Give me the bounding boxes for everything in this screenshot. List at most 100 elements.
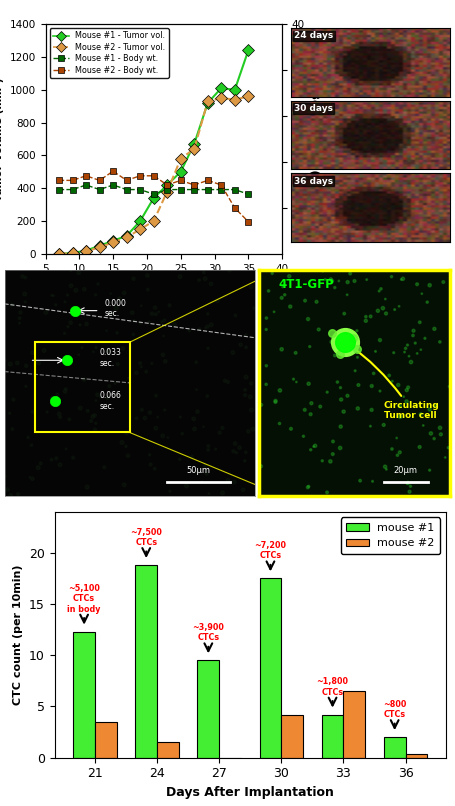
Point <box>9 422 16 435</box>
Point <box>388 270 395 283</box>
Point <box>319 264 327 276</box>
Point <box>281 289 288 301</box>
Point <box>354 402 361 415</box>
Point <box>66 413 73 426</box>
Point <box>130 272 137 285</box>
Point <box>324 386 331 399</box>
Text: 0.066
sec.: 0.066 sec. <box>100 391 121 410</box>
Point <box>356 474 364 487</box>
Point <box>200 266 207 279</box>
Point <box>232 309 239 322</box>
Point <box>147 406 154 419</box>
Point <box>249 422 257 435</box>
Point <box>416 316 424 329</box>
Point <box>152 308 160 321</box>
Point <box>268 267 276 280</box>
Bar <box>405 754 427 758</box>
Point <box>278 292 285 305</box>
Point <box>107 287 114 300</box>
Bar <box>384 737 405 758</box>
Point <box>161 314 168 326</box>
Point <box>116 292 123 305</box>
Point <box>370 367 377 380</box>
Text: 50μm: 50μm <box>187 466 211 475</box>
Point <box>212 442 219 455</box>
Point <box>414 347 421 359</box>
Point <box>10 393 17 406</box>
Point <box>137 360 145 373</box>
Point <box>381 460 389 473</box>
Point <box>226 264 233 276</box>
Point <box>105 344 112 357</box>
Point <box>42 306 50 319</box>
Point <box>241 455 248 467</box>
Point <box>40 344 48 357</box>
Bar <box>281 715 303 758</box>
Point <box>380 418 387 431</box>
Point <box>125 372 132 384</box>
Point <box>202 322 209 334</box>
Point <box>417 408 425 421</box>
Point <box>67 264 75 277</box>
Point <box>204 307 212 320</box>
Point <box>124 449 131 462</box>
Point <box>362 314 369 327</box>
Point <box>64 354 71 367</box>
Point <box>28 438 35 451</box>
Text: ~5,100
CTCs
in body: ~5,100 CTCs in body <box>67 584 101 613</box>
Point <box>81 283 88 296</box>
Point <box>17 306 24 319</box>
Text: ~3,900
CTCs: ~3,900 CTCs <box>192 623 224 642</box>
Point <box>224 474 232 487</box>
Point <box>196 274 203 287</box>
Point <box>84 405 91 418</box>
Point <box>7 489 14 502</box>
Point <box>113 326 121 339</box>
Point <box>97 391 104 404</box>
Point <box>123 426 131 439</box>
Point <box>155 305 162 318</box>
Point <box>337 442 344 455</box>
Point <box>203 467 210 480</box>
Point <box>44 405 51 418</box>
Point <box>317 400 324 413</box>
Point <box>389 375 396 388</box>
Point <box>94 388 101 401</box>
Point <box>232 437 239 450</box>
Point <box>367 310 374 323</box>
Point <box>111 377 119 390</box>
Point <box>307 443 314 456</box>
Point <box>334 376 341 388</box>
Point <box>405 350 413 363</box>
Point <box>164 431 172 444</box>
Point <box>304 313 312 326</box>
Point <box>48 397 56 410</box>
Point <box>396 410 404 423</box>
Point <box>337 381 344 394</box>
Point <box>229 346 237 359</box>
Point <box>204 342 212 355</box>
Point <box>337 420 344 433</box>
Point <box>37 457 44 470</box>
Point <box>90 345 97 358</box>
Point <box>257 459 264 472</box>
Point <box>101 461 108 474</box>
Point <box>313 295 320 308</box>
Point <box>248 377 255 390</box>
Point <box>159 348 167 361</box>
Point <box>331 349 339 362</box>
Point <box>349 331 357 344</box>
Point <box>445 441 452 454</box>
Point <box>329 435 337 448</box>
Point <box>119 342 126 355</box>
Point <box>201 459 208 472</box>
Point <box>375 285 383 297</box>
Text: 20μm: 20μm <box>394 466 418 475</box>
Point <box>436 335 444 348</box>
Bar <box>259 579 281 758</box>
Point <box>219 486 226 499</box>
Point <box>372 345 379 358</box>
Point <box>15 488 22 501</box>
Point <box>188 451 196 463</box>
Point <box>421 332 429 345</box>
